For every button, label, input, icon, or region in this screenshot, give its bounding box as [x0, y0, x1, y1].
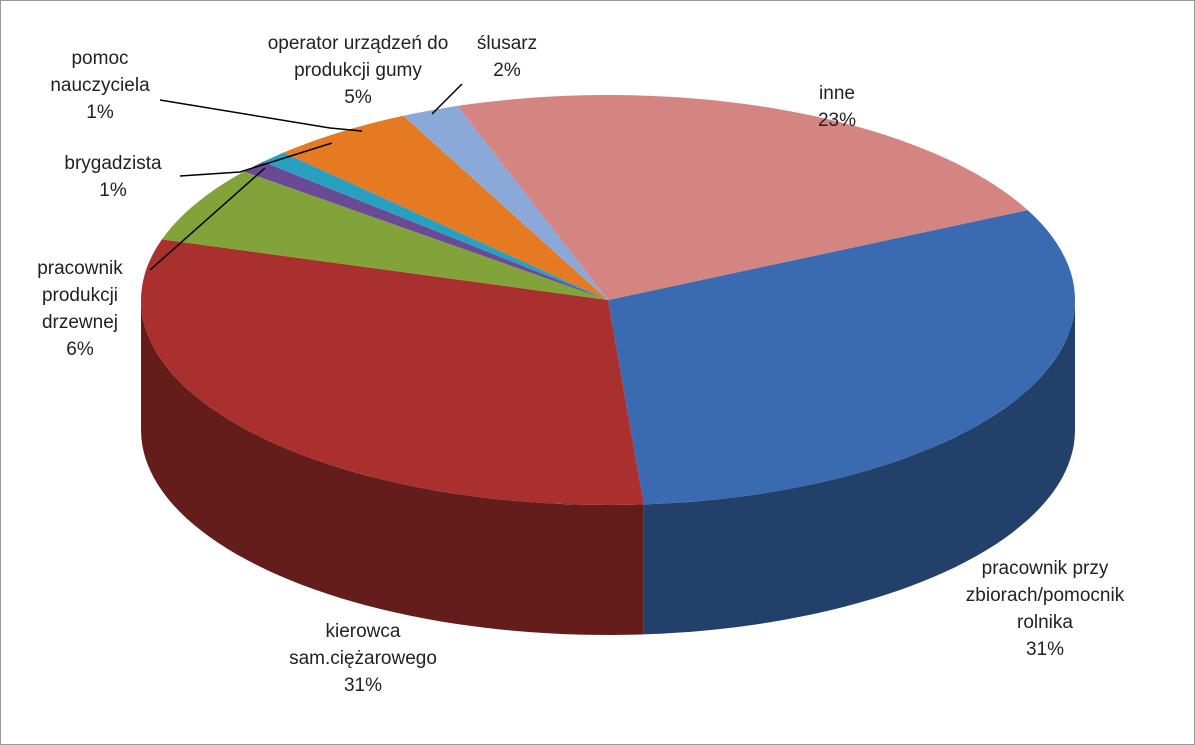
- slice-label: pomoc nauczyciela 1%: [25, 45, 175, 126]
- slice-label: kierowca sam.ciężarowego 31%: [263, 618, 463, 699]
- slice: [283, 115, 608, 300]
- slice-label: inne 23%: [787, 80, 887, 134]
- slice: [141, 239, 644, 505]
- category-label: operator urządzeń do produkcji gumy: [267, 33, 449, 81]
- leader-line: [149, 167, 266, 271]
- slice: [263, 152, 608, 300]
- category-label: pomoc nauczyciela: [50, 48, 150, 96]
- leader-line: [159, 99, 363, 132]
- slice-label: ślusarz 2%: [457, 30, 557, 84]
- category-label: brygadzista: [64, 153, 162, 174]
- category-label: kierowca sam.ciężarowego: [289, 621, 437, 669]
- slice: [161, 171, 608, 300]
- value-label: 31%: [343, 675, 383, 696]
- category-label: pracownik produkcji drzewnej: [37, 258, 123, 333]
- leader-line: [431, 83, 463, 115]
- slice-label: pracownik przy zbiorach/pomocnik rolnika…: [940, 555, 1150, 663]
- leader-line: [179, 142, 333, 177]
- value-label: 5%: [344, 87, 372, 108]
- slice: [608, 210, 1075, 505]
- value-label: 6%: [66, 339, 94, 360]
- slice-label: brygadzista 1%: [38, 150, 188, 204]
- category-label: ślusarz: [476, 33, 538, 54]
- category-label: inne: [819, 83, 855, 104]
- value-label: 2%: [493, 60, 521, 81]
- leader-lines: [149, 83, 463, 271]
- slice: [457, 95, 1028, 300]
- value-label: 31%: [1025, 639, 1065, 660]
- slice-label: pracownik produkcji drzewnej 6%: [5, 255, 155, 363]
- category-label: pracownik przy zbiorach/pomocnik rolnika: [965, 558, 1125, 633]
- value-label: 1%: [99, 180, 127, 201]
- slice-label: operator urządzeń do produkcji gumy 5%: [248, 30, 468, 111]
- value-label: 1%: [86, 102, 114, 123]
- slice: [244, 161, 608, 300]
- slice-side: [643, 300, 1075, 635]
- slice: [403, 105, 608, 301]
- value-label: 23%: [817, 110, 857, 131]
- pie: [141, 95, 1075, 635]
- slice-side: [141, 300, 644, 635]
